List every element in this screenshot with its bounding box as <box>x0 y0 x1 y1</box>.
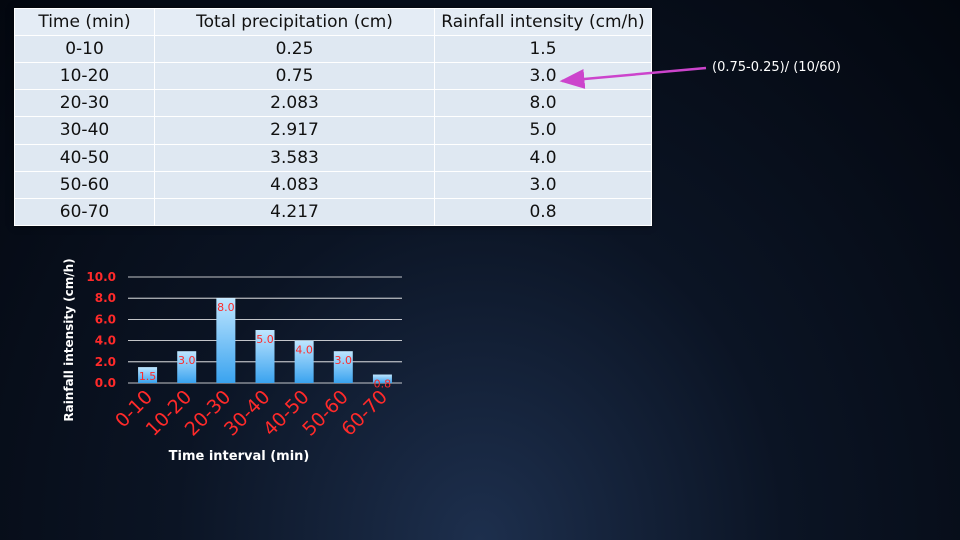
data-label: 0.8 <box>374 378 392 391</box>
cell-precipitation: 2.083 <box>154 89 435 118</box>
header-total-precipitation: Total precipitation (cm) <box>154 8 435 36</box>
data-table-container: Time (min) Total precipitation (cm) Rain… <box>14 8 652 227</box>
cell-intensity: 1.5 <box>434 34 652 64</box>
data-label: 3.0 <box>178 354 196 367</box>
header-rainfall-intensity: Rainfall intensity (cm/h) <box>434 8 652 36</box>
cell-precipitation: 3.583 <box>154 143 435 172</box>
header-time: Time (min) <box>14 8 155 36</box>
cell-precipitation: 0.25 <box>154 34 435 64</box>
y-tick-label: 0.0 <box>95 376 116 390</box>
table-row: 60-70 4.217 0.8 <box>14 197 652 227</box>
table-row: 40-50 3.583 4.0 <box>14 143 652 172</box>
cell-time: 20-30 <box>14 89 155 118</box>
cell-time: 30-40 <box>14 116 155 145</box>
data-label: 4.0 <box>295 344 313 357</box>
data-label: 8.0 <box>217 301 235 314</box>
bar-30-40 <box>255 330 275 383</box>
bar-20-30 <box>216 298 236 383</box>
cell-intensity: 0.8 <box>434 197 652 227</box>
bar-50-60 <box>333 351 353 383</box>
table-header-row: Time (min) Total precipitation (cm) Rain… <box>14 8 652 36</box>
table-row: 30-40 2.917 5.0 <box>14 116 652 145</box>
cell-precipitation: 4.217 <box>154 197 435 227</box>
data-label: 1.5 <box>139 370 157 383</box>
cell-intensity: 8.0 <box>434 89 652 118</box>
cell-time: 10-20 <box>14 62 155 91</box>
cell-time: 40-50 <box>14 143 155 172</box>
y-tick-label: 10.0 <box>86 270 116 284</box>
x-axis-label: Time interval (min) <box>169 449 310 464</box>
cell-intensity: 5.0 <box>434 116 652 145</box>
cell-intensity: 3.0 <box>434 170 652 199</box>
cell-intensity: 4.0 <box>434 143 652 172</box>
bar-10-20 <box>177 351 197 383</box>
bar-60-70 <box>372 374 392 383</box>
table-row: 0-10 0.25 1.5 <box>14 34 652 64</box>
annotation-formula: (0.75-0.25)/ (10/60) <box>712 60 841 75</box>
data-label: 5.0 <box>256 333 274 346</box>
cell-time: 60-70 <box>14 197 155 227</box>
y-tick-label: 6.0 <box>95 312 116 326</box>
x-tick-label: 60-70 <box>337 386 392 441</box>
data-label: 3.0 <box>335 354 353 367</box>
bar-0-10 <box>138 367 158 383</box>
y-tick-label: 2.0 <box>95 355 116 369</box>
table-row: 10-20 0.75 3.0 <box>14 62 652 91</box>
y-axis-label: Rainfall intensity (cm/h) <box>62 258 76 421</box>
rainfall-table: Time (min) Total precipitation (cm) Rain… <box>14 8 652 227</box>
table-row: 20-30 2.083 8.0 <box>14 89 652 118</box>
y-tick-label: 8.0 <box>95 291 116 305</box>
cell-precipitation: 2.917 <box>154 116 435 145</box>
cell-time: 50-60 <box>14 170 155 199</box>
y-tick-label: 4.0 <box>95 334 116 348</box>
bar-40-50 <box>294 340 314 383</box>
cell-time: 0-10 <box>14 34 155 64</box>
cell-precipitation: 0.75 <box>154 62 435 91</box>
